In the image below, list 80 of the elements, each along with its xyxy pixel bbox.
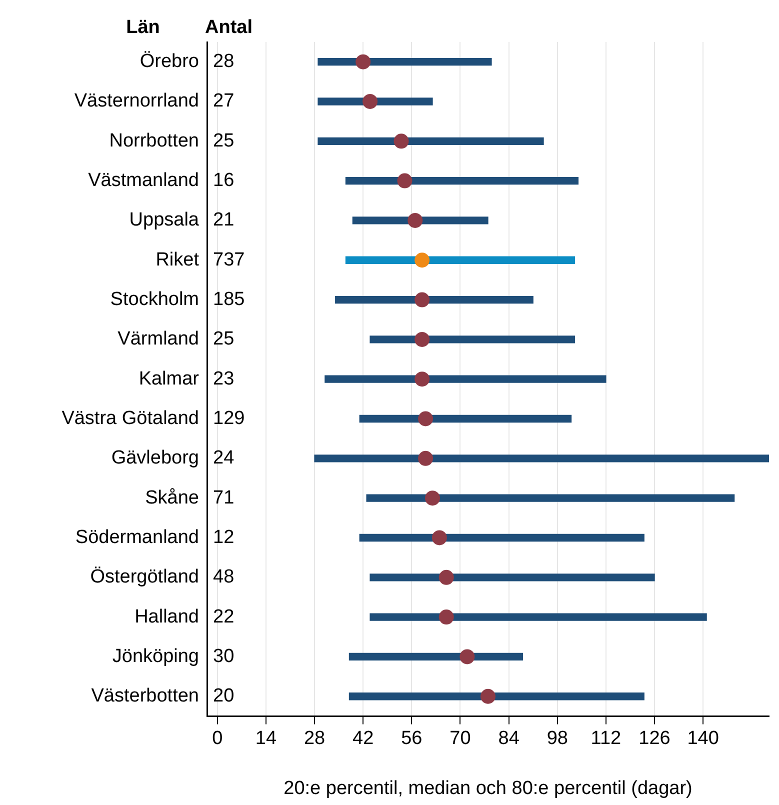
- annotation: 21: [213, 210, 234, 231]
- bar: [348, 692, 644, 700]
- bar: [370, 613, 707, 621]
- x-tick-label: 14: [255, 728, 277, 749]
- y-tick-label: Värmland: [118, 328, 199, 350]
- bar: [335, 296, 534, 304]
- annotation: 22: [213, 606, 234, 628]
- y-tick-label: Västerbotten: [91, 686, 199, 707]
- y-tick-label: Södermanland: [75, 526, 199, 548]
- y-tick-label: Jönköping: [112, 646, 199, 667]
- annotation: 129: [213, 408, 245, 429]
- annotation: 737: [213, 249, 245, 270]
- bar: [318, 58, 492, 66]
- x-tick-label: 84: [498, 728, 520, 749]
- x-tick-label: 0: [212, 728, 223, 749]
- y-tick-label: Örebro: [140, 51, 199, 72]
- y-tick-label: Skåne: [145, 487, 199, 508]
- y-tick-label: Västra Götaland: [62, 408, 199, 429]
- y-tick-label: Uppsala: [129, 210, 200, 231]
- annotation: 25: [213, 328, 234, 350]
- point: [480, 688, 496, 704]
- bar: [345, 176, 579, 185]
- bar: [348, 652, 524, 661]
- annotation: 25: [213, 130, 234, 152]
- x-tick-label: 112: [590, 728, 622, 749]
- point: [414, 252, 430, 268]
- annotation: 20: [213, 686, 234, 707]
- bar: [370, 574, 655, 582]
- x-tick-label: 126: [638, 728, 670, 749]
- x-tick-label: 42: [352, 728, 374, 749]
- y-tick-label: Östergötland: [90, 566, 199, 588]
- point: [408, 212, 423, 228]
- point: [438, 570, 454, 585]
- y-tick-label: Halland: [134, 606, 199, 628]
- point: [397, 173, 412, 188]
- text: Antal: [205, 17, 252, 38]
- y-tick-label: Stockholm: [110, 289, 199, 310]
- point: [460, 649, 475, 664]
- x-tick-label: 70: [450, 728, 471, 749]
- annotation: 30: [213, 646, 234, 667]
- point: [414, 292, 430, 308]
- bar: [370, 336, 576, 344]
- annotation: 185: [213, 289, 245, 310]
- annotation: 27: [213, 90, 234, 112]
- point: [414, 332, 430, 347]
- point: [414, 372, 430, 387]
- annotation: 24: [213, 448, 235, 469]
- annotation: 16: [213, 170, 234, 192]
- x-tick-label: 98: [546, 728, 568, 749]
- point: [432, 530, 447, 546]
- x-axis-title: 20:e percentil, median och 80:e percentil (dagar): [284, 778, 692, 800]
- point: [424, 490, 440, 506]
- point: [356, 54, 371, 70]
- x-tick-label: 28: [304, 728, 326, 749]
- annotation: 12: [213, 526, 234, 548]
- point: [418, 411, 434, 426]
- annotation: 23: [213, 368, 234, 390]
- bar: [359, 414, 572, 423]
- point: [362, 94, 378, 109]
- annotation: 48: [213, 566, 234, 588]
- bar: [314, 454, 769, 462]
- point: [394, 134, 409, 149]
- bar: [359, 534, 644, 542]
- point: [418, 450, 434, 466]
- y-tick-label: Riket: [156, 249, 200, 270]
- y-axis-title: Län: [126, 17, 160, 38]
- point: [438, 610, 454, 625]
- x-tick-label: 56: [401, 728, 422, 749]
- bar: [366, 494, 735, 502]
- annotation: 71: [213, 487, 234, 508]
- bar: [324, 375, 606, 383]
- y-tick-label: Västmanland: [88, 170, 199, 192]
- bar: [345, 256, 576, 264]
- x-tick-label: 140: [687, 728, 719, 749]
- annotation: 28: [213, 51, 234, 72]
- bar: [318, 137, 544, 145]
- y-tick-label: Västernorrland: [74, 90, 199, 112]
- y-tick-label: Kalmar: [138, 368, 200, 390]
- y-tick-label: Gävleborg: [111, 448, 199, 469]
- y-tick-label: Norrbotten: [109, 130, 199, 152]
